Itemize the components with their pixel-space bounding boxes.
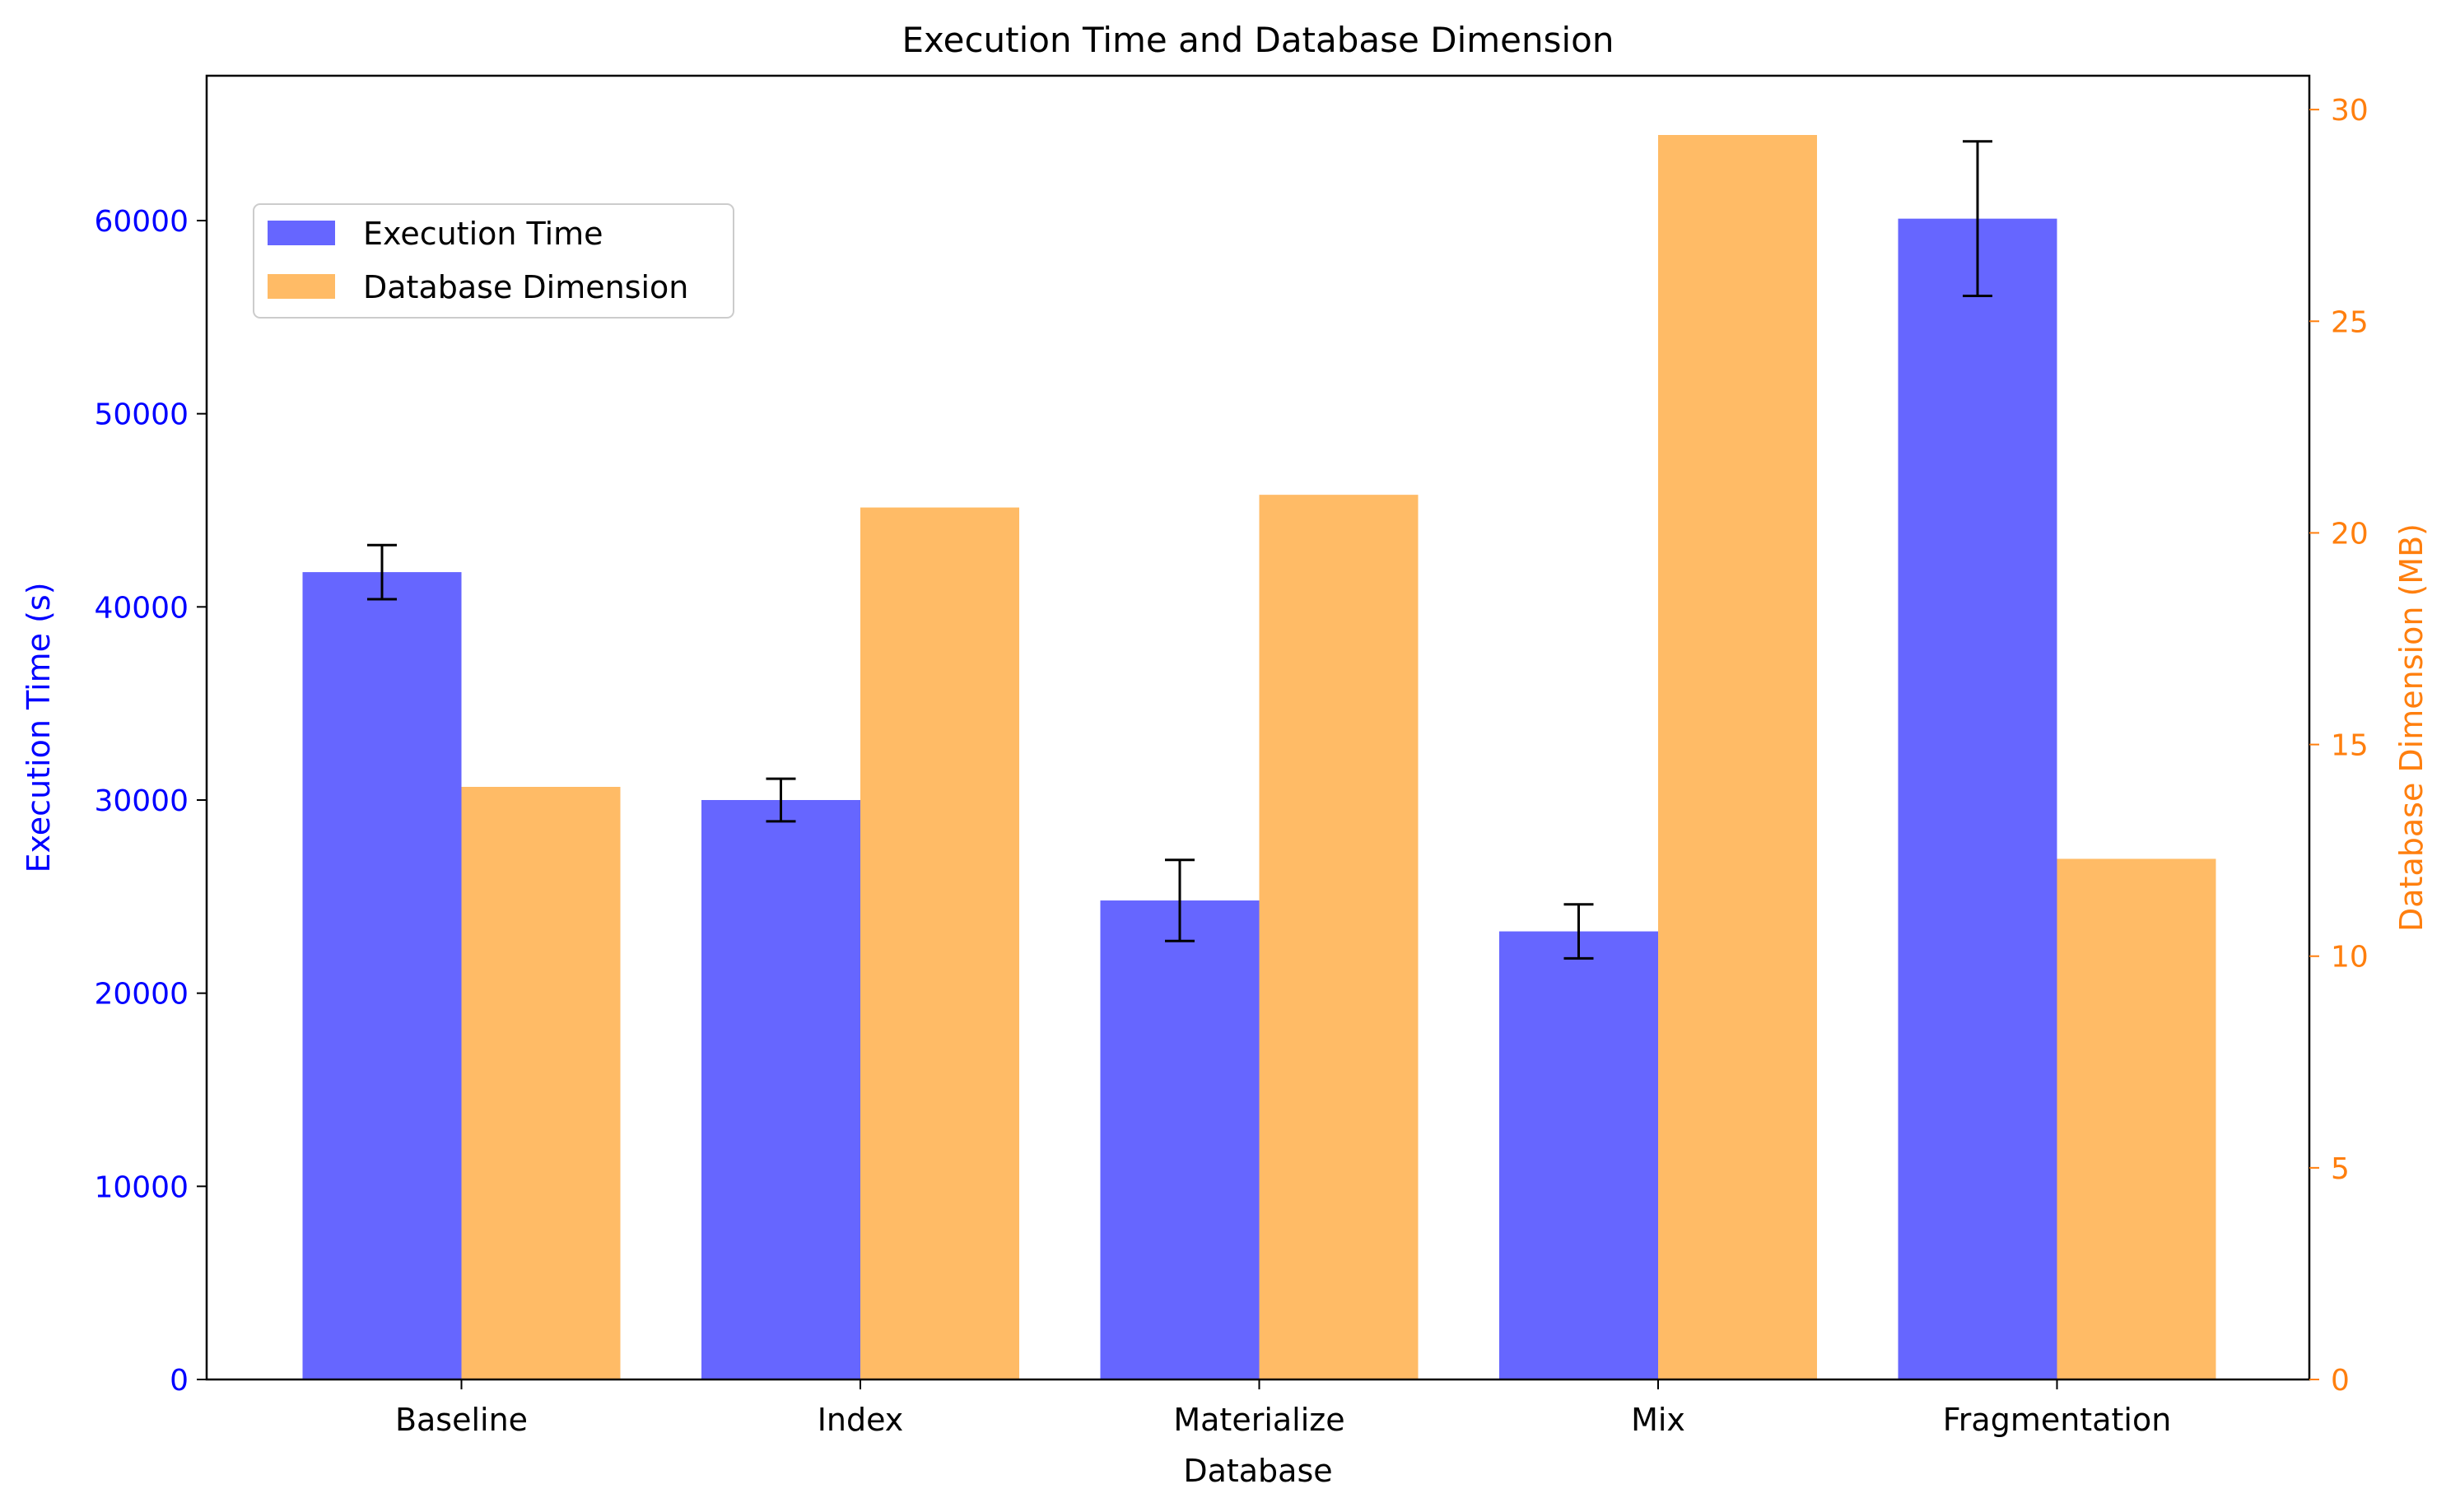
y-axis-right: 0 5 10 15 20 25 30: [2309, 94, 2369, 1398]
y-left-tick-label-30000: 30000: [94, 784, 189, 818]
x-tick-label-index: Index: [818, 1402, 904, 1438]
y-axis-left-label: Execution Time (s): [21, 582, 57, 872]
y-right-tick-label-25: 25: [2331, 305, 2369, 339]
y-left-tick-label-20000: 20000: [94, 978, 189, 1012]
bar-execution-time-baseline: [302, 572, 462, 1379]
x-axis-label: Database: [1183, 1453, 1332, 1489]
bar-database-dimension-baseline: [461, 787, 621, 1379]
y-right-tick-label-10: 10: [2331, 941, 2369, 975]
bar-database-dimension-fragmentation: [2057, 858, 2216, 1379]
y-left-tick-label-40000: 40000: [94, 591, 189, 625]
bar-execution-time-mix: [1499, 931, 1658, 1379]
y-left-tick-label-0: 0: [170, 1364, 189, 1398]
plot-frame: [205, 74, 2311, 1381]
x-axis: Baseline Index Materialize Mix Fragmentation: [395, 1379, 2171, 1438]
errorbars-layer: [367, 140, 1992, 960]
y-left-tick-label-50000: 50000: [94, 398, 189, 432]
y-axis-right-label: Database Dimension (MB): [2393, 523, 2430, 932]
bar-database-dimension-materialize: [1259, 495, 1419, 1380]
x-tick-label-fragmentation: Fragmentation: [1943, 1402, 2172, 1438]
y-left-tick-label-10000: 10000: [94, 1170, 189, 1204]
y-axis-left: 0 10000 20000 30000 40000 50000 60000: [94, 205, 207, 1398]
bar-database-dimension-mix: [1658, 135, 1817, 1379]
bars-layer: [302, 135, 2216, 1380]
y-right-tick-label-0: 0: [2331, 1364, 2350, 1398]
bar-database-dimension-index: [860, 507, 1019, 1379]
y-right-tick-label-15: 15: [2331, 729, 2369, 763]
x-tick-label-baseline: Baseline: [395, 1402, 528, 1438]
legend-frame: [253, 203, 734, 319]
legend-swatch-execution-time: [268, 221, 335, 245]
x-tick-label-materialize: Materialize: [1173, 1402, 1344, 1438]
bar-execution-time-materialize: [1100, 900, 1260, 1379]
legend-label-execution-time: Execution Time: [363, 216, 603, 252]
y-left-tick-label-60000: 60000: [94, 205, 189, 239]
y-right-tick-label-30: 30: [2331, 94, 2369, 128]
legend: Execution Time Database Dimension: [253, 203, 734, 319]
x-tick-label-mix: Mix: [1631, 1402, 1685, 1438]
bar-execution-time-fragmentation: [1898, 218, 2057, 1379]
legend-swatch-database-dimension: [268, 274, 335, 299]
y-right-tick-label-5: 5: [2331, 1152, 2350, 1186]
y-right-tick-label-20: 20: [2331, 517, 2369, 551]
bar-execution-time-index: [701, 800, 860, 1379]
chart-title: Execution Time and Database Dimension: [902, 20, 1614, 60]
legend-label-database-dimension: Database Dimension: [363, 269, 688, 305]
